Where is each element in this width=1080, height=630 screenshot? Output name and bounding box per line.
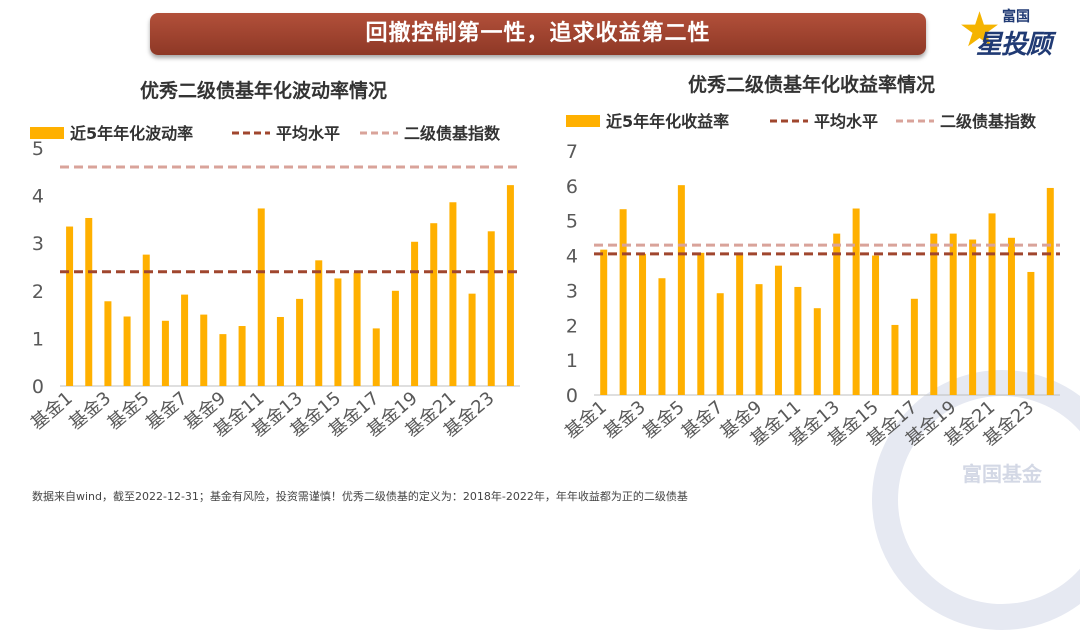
right-chart-title: 优秀二级债基年化收益率情况 [688, 74, 936, 96]
volatility-bar [104, 301, 112, 386]
return-bar [1007, 237, 1015, 395]
volatility-legend-ref-label-1: 平均水平 [276, 124, 340, 143]
return-y-tick-label: 7 [566, 141, 578, 163]
return-bar [872, 255, 880, 395]
return-bar [774, 265, 782, 395]
footnote: 数据来自wind，截至2022-12-31；基金有风险，投资需谨慎！优秀二级债基… [32, 490, 688, 503]
return-y-tick-label: 2 [566, 315, 578, 337]
volatility-y-tick-label: 3 [32, 233, 44, 255]
return-y-tick-label: 0 [566, 385, 578, 407]
return-legend-ref-label-1: 平均水平 [814, 112, 878, 131]
volatility-bar [372, 328, 380, 386]
return-legend-bar-label: 近5年年化收益率 [606, 112, 729, 131]
return-legend-bar-swatch [566, 115, 600, 127]
return-bar [969, 239, 977, 395]
return-x-tick-label: 基金3 [600, 397, 650, 444]
return-y-tick-label: 4 [566, 246, 578, 268]
volatility-bar [334, 278, 342, 386]
volatility-bar [468, 293, 476, 386]
return-bar [716, 293, 724, 395]
banner-title: 回撤控制第一性，追求收益第二性 [150, 13, 926, 55]
volatility-y-tick-label: 0 [32, 376, 44, 398]
volatility-y-tick-label: 4 [32, 186, 44, 208]
return-y-tick-label: 3 [566, 280, 578, 302]
volatility-bar [238, 326, 246, 386]
volatility-legend-ref-label-2: 二级债基指数 [404, 124, 501, 143]
return-x-tick-label: 基金5 [639, 397, 689, 444]
volatility-legend-bar-label: 近5年年化波动率 [70, 124, 193, 143]
return-bar [891, 324, 899, 395]
volatility-chart: 近5年年化波动率 平均水平 二级债基指数012345基金1基金3基金5基金7基金9基… [27, 124, 520, 442]
return-y-tick-label: 5 [566, 211, 578, 233]
volatility-bar [257, 208, 265, 386]
return-bar [930, 233, 938, 395]
volatility-bar [430, 223, 438, 386]
volatility-bar [181, 294, 189, 386]
return-bar [677, 185, 685, 395]
brand-logo: ★ 富国 星投顾 [958, 2, 1068, 62]
volatility-bar [411, 241, 419, 386]
volatility-bar [85, 217, 93, 386]
return-bar [988, 213, 996, 395]
return-bar [1027, 271, 1035, 395]
return-x-tick-label: 基金7 [678, 397, 728, 444]
return-bar [658, 278, 666, 395]
volatility-bar [296, 298, 304, 386]
return-chart: 近5年年化收益率 平均水平 二级债基指数01234567基金1基金3基金5基金7基金… [561, 112, 1060, 451]
volatility-bar [200, 314, 208, 386]
logo-main-text: 星投顾 [976, 30, 1052, 60]
volatility-legend-bar-swatch [30, 127, 64, 139]
return-bar [910, 298, 918, 395]
left-chart-title: 优秀二级债基年化波动率情况 [140, 80, 388, 102]
star-icon: ★ [958, 2, 1002, 58]
return-bar [600, 249, 608, 395]
return-bar [736, 252, 744, 395]
volatility-bar [142, 254, 150, 386]
return-bar [639, 253, 647, 395]
return-bar [852, 208, 860, 395]
return-bar [619, 209, 627, 395]
volatility-bar [276, 316, 284, 386]
volatility-bar [506, 185, 514, 386]
return-legend-ref-label-2: 二级债基指数 [940, 112, 1037, 131]
volatility-y-tick-label: 1 [32, 328, 44, 350]
volatility-bar [449, 202, 457, 386]
return-bar [813, 308, 821, 395]
watermark-text: 富国基金 [962, 462, 1042, 486]
logo-top-text: 富国 [1002, 9, 1030, 25]
return-bar [794, 286, 802, 395]
return-bar [949, 233, 957, 395]
volatility-y-tick-label: 2 [32, 281, 44, 303]
volatility-bar [123, 316, 131, 386]
volatility-bar [161, 320, 169, 386]
return-bar [833, 233, 841, 395]
volatility-bar [353, 272, 361, 386]
return-bar [755, 284, 763, 395]
volatility-bar [66, 226, 74, 386]
return-y-tick-label: 1 [566, 350, 578, 372]
volatility-y-tick-label: 5 [32, 138, 44, 160]
return-y-tick-label: 6 [566, 176, 578, 198]
volatility-bar [391, 290, 399, 386]
volatility-bar [487, 231, 495, 386]
return-bar [697, 252, 705, 395]
volatility-bar [315, 260, 323, 386]
return-bar [1046, 187, 1054, 395]
volatility-bar [219, 334, 227, 386]
